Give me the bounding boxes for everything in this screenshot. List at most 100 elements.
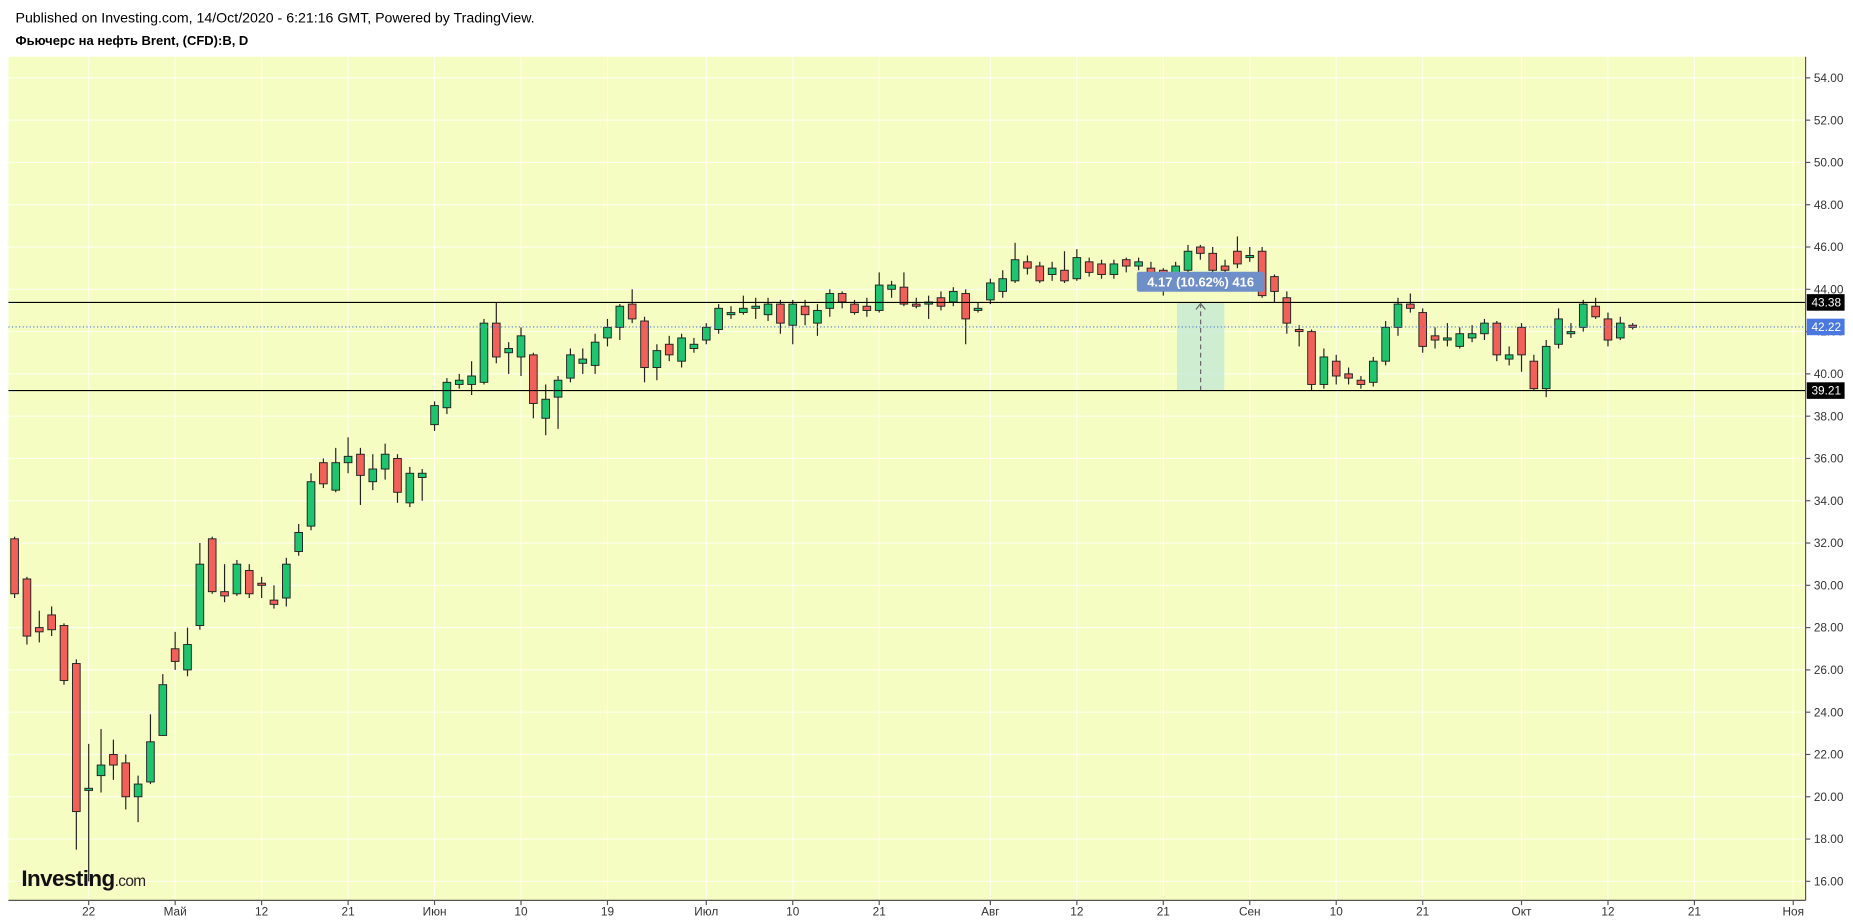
x-tick-label: 22 <box>82 905 95 919</box>
candle-body <box>1134 261 1143 267</box>
logo-main: Investing <box>21 866 114 891</box>
candle-body <box>1023 261 1032 269</box>
candle-body <box>627 303 637 320</box>
candle-body <box>1430 335 1440 341</box>
candle-body <box>590 341 600 366</box>
candle-body <box>207 538 217 593</box>
candle-body <box>1344 373 1353 379</box>
y-tick-label: 54.00 <box>1814 71 1844 85</box>
candle-body <box>739 307 748 314</box>
candle-body <box>405 472 415 504</box>
candle-body <box>578 358 588 364</box>
candle-body <box>343 455 353 464</box>
plot-background <box>8 56 1806 901</box>
level-label: 42.22 <box>1812 320 1842 334</box>
candle-body <box>726 312 736 316</box>
candle-body <box>640 320 649 369</box>
candle-body <box>1084 261 1094 273</box>
candle-body <box>479 322 489 383</box>
x-tick-label: 21 <box>342 905 355 919</box>
candle-body <box>615 305 625 328</box>
candle-body <box>1541 345 1551 390</box>
candle-body <box>986 282 995 301</box>
candle-body <box>874 284 884 311</box>
y-tick-label: 38.00 <box>1814 409 1844 423</box>
candle-body <box>751 305 760 309</box>
candle-body <box>949 290 958 303</box>
candle-body <box>1121 259 1131 267</box>
candle-body <box>417 472 427 478</box>
candle-body <box>837 293 847 303</box>
candle-body <box>183 644 192 671</box>
candle-body <box>170 648 180 662</box>
candle-body <box>566 354 575 379</box>
candle-body <box>34 627 44 633</box>
candle-body <box>1331 360 1341 377</box>
candle-body <box>368 468 378 483</box>
candle-body <box>1504 354 1514 360</box>
candle-body <box>1616 322 1625 339</box>
candle-body <box>911 303 921 307</box>
candle-body <box>380 453 390 470</box>
candle-body <box>1566 331 1576 335</box>
candle-body <box>1307 331 1316 385</box>
y-tick-label: 18.00 <box>1814 832 1844 846</box>
y-tick-label: 22.00 <box>1814 748 1844 762</box>
x-tick-label: Окт <box>1512 905 1532 919</box>
x-tick-label: Май <box>164 905 187 919</box>
candle-body <box>232 563 242 595</box>
measure-arrowhead <box>1195 302 1206 310</box>
y-tick-label: 52.00 <box>1814 113 1844 127</box>
candle-body <box>553 379 563 398</box>
y-tick-label: 16.00 <box>1814 874 1844 888</box>
candle-body <box>529 354 538 404</box>
candle-body <box>146 741 155 783</box>
candle-body <box>1480 322 1489 335</box>
candle-body <box>1554 318 1563 345</box>
candle-body <box>800 305 810 316</box>
x-tick-label: 10 <box>514 905 528 919</box>
x-tick-label: Сен <box>1239 905 1261 919</box>
candle-body <box>603 326 612 339</box>
candle-body <box>1578 303 1588 328</box>
candle-body <box>1035 265 1045 282</box>
candle-body <box>72 663 81 813</box>
candle-body <box>813 309 822 324</box>
measure-label: 4.17 (10.62%) 416 <box>1147 274 1254 289</box>
candle-body <box>664 343 674 356</box>
candle-body <box>1072 257 1082 280</box>
candle-body <box>356 453 365 476</box>
candle-body <box>1406 303 1415 309</box>
level-label: 39.21 <box>1812 384 1842 398</box>
measure-label-bg <box>1136 271 1265 292</box>
candle-body <box>1060 269 1069 282</box>
level-label-bg <box>1806 294 1845 311</box>
candle-body <box>776 303 785 324</box>
x-tick-label: 21 <box>1157 905 1170 919</box>
candle-body <box>677 337 686 362</box>
candle-body <box>306 481 316 527</box>
y-tick-label: 36.00 <box>1814 452 1844 466</box>
candle-body <box>133 783 143 798</box>
y-tick-label: 40.00 <box>1814 367 1844 381</box>
candle-body <box>1603 318 1613 341</box>
y-tick-label: 46.00 <box>1814 240 1844 254</box>
x-tick-label: 12 <box>1070 905 1083 919</box>
x-tick-label: 10 <box>786 905 800 919</box>
level-label-bg <box>1806 318 1845 336</box>
candle-body <box>1047 267 1057 275</box>
x-tick-label: 21 <box>873 905 886 919</box>
candle-body <box>430 405 439 426</box>
level-label-bg <box>1806 382 1845 399</box>
candle-body <box>1381 326 1390 362</box>
candle-body <box>973 307 983 311</box>
candle-body <box>998 278 1008 292</box>
candle-body <box>825 293 835 309</box>
candle-body <box>467 375 476 385</box>
candle-body <box>1245 254 1255 259</box>
candle-body <box>763 303 773 316</box>
candle-body <box>1393 303 1403 328</box>
logo: Investing.com <box>21 866 145 891</box>
candle-body <box>1270 276 1279 292</box>
candle-body <box>331 462 341 491</box>
